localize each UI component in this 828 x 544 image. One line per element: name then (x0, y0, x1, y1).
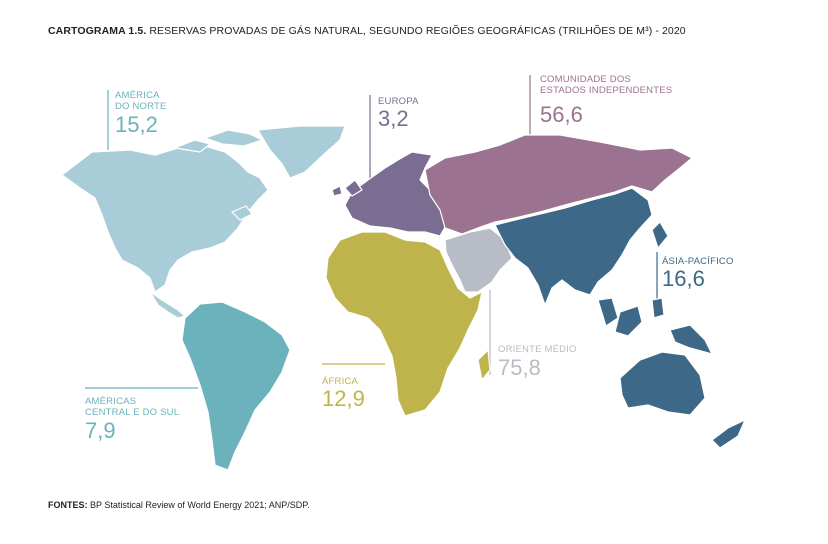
europe-label-line1: EUROPA (378, 96, 419, 107)
north-america-label-line1: AMÉRICA (115, 90, 160, 101)
asia-pacific-value: 16,6 (662, 266, 705, 291)
cis-value: 56,6 (540, 102, 583, 127)
middle-east-value: 75,8 (498, 355, 541, 380)
region-cis (424, 134, 693, 235)
africa-label: ÁFRICA (322, 376, 358, 387)
north-america-label-line2: DO NORTE (115, 101, 167, 112)
north-america-value: 15,2 (115, 112, 158, 137)
region-north-america (61, 125, 346, 319)
middle-east-label-line1: ORIENTE MÉDIO (498, 344, 577, 355)
region-south-america (181, 301, 291, 471)
region-asia-pacific (494, 187, 746, 449)
europe-value: 3,2 (378, 106, 409, 131)
cis-label-line2: ESTADOS INDEPENDENTES (540, 85, 673, 96)
caption-prefix: CARTOGRAMA 1.5. (48, 25, 147, 37)
asia-pacific-label-line1: ÁSIA-PACÍFICO (662, 256, 734, 267)
sources-note: FONTES: BP Statistical Review of World E… (48, 500, 310, 510)
africa-value: 12,9 (322, 386, 365, 411)
map-caption: CARTOGRAMA 1.5. RESERVAS PROVADAS DE GÁS… (48, 25, 686, 37)
europe-label: EUROPA (378, 96, 419, 107)
cis-label: COMUNIDADE DOS ESTADOS INDEPENDENTES (540, 74, 672, 96)
africa-label-line1: ÁFRICA (322, 376, 359, 387)
south-america-label-line1: AMÉRICAS (85, 396, 137, 407)
south-america-label-line2: CENTRAL E DO SUL (85, 407, 180, 418)
region-africa (325, 231, 491, 417)
cis-label-line1: COMUNIDADE DOS (540, 74, 631, 85)
north-america-label: AMÉRICA DO NORTE (115, 90, 167, 112)
south-america-value: 7,9 (85, 418, 116, 443)
middle-east-label: ORIENTE MÉDIO (498, 344, 577, 355)
asia-pacific-label: ÁSIA-PACÍFICO (662, 256, 734, 267)
south-america-label: AMÉRICAS CENTRAL E DO SUL (85, 396, 179, 418)
sources-text: BP Statistical Review of World Energy 20… (90, 500, 310, 510)
caption-title: RESERVAS PROVADAS DE GÁS NATURAL, SEGUND… (149, 25, 686, 37)
sources-prefix: FONTES: (48, 500, 88, 510)
region-middle-east (444, 227, 513, 293)
